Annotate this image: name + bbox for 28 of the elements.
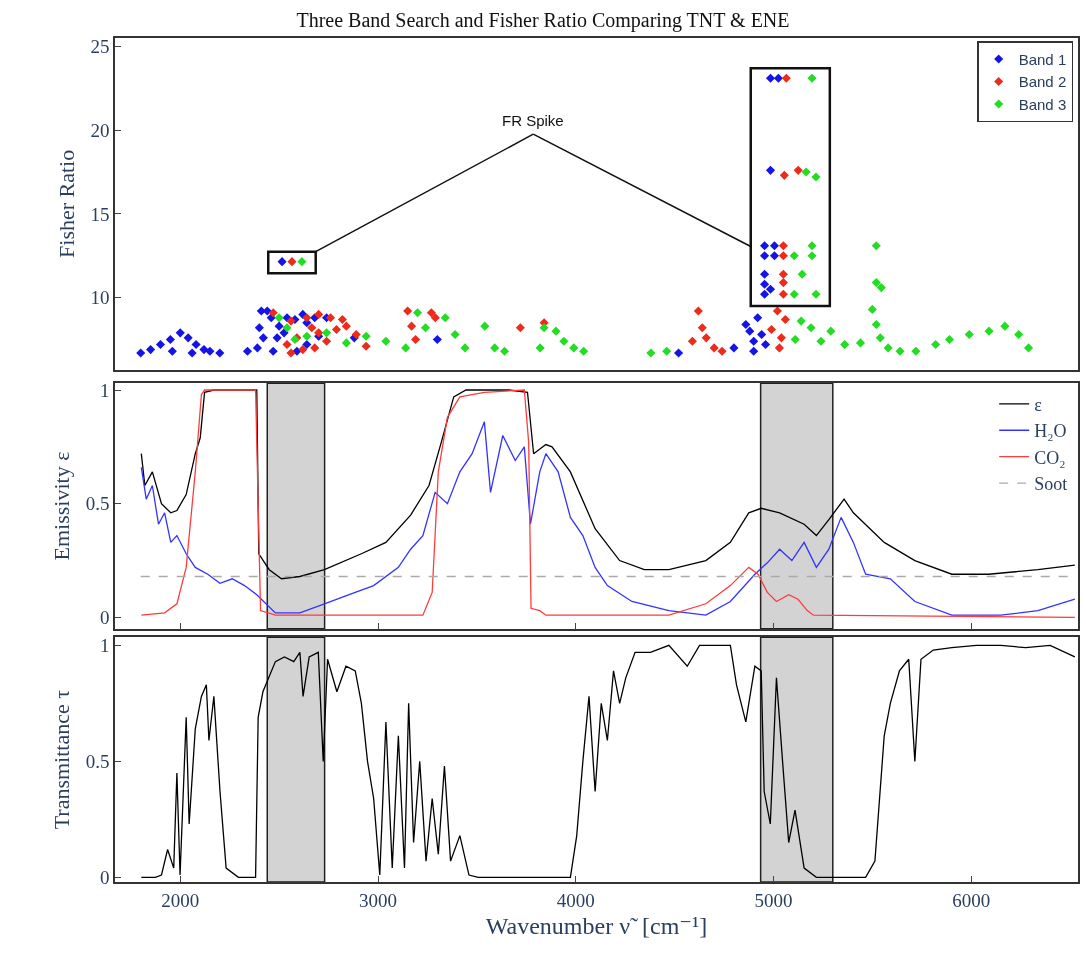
y-tick-label: 1 [99, 635, 110, 657]
x-tick-label: 5000 [754, 889, 793, 911]
x-axis-title: Wavenumber ν̃ [cm⁻¹] [485, 913, 708, 940]
x-tick-label: 4000 [556, 889, 595, 911]
y-axis-title: Transmittance τ [49, 689, 74, 830]
y-tick-label: 25 [90, 36, 110, 58]
y-tick-label: 20 [90, 119, 110, 141]
legend-label: H₂O [1034, 421, 1067, 442]
legend-label: Band 1 [1018, 50, 1067, 68]
y-tick-label: 0 [99, 867, 110, 889]
chart-title: Three Band Search and Fisher Ratio Comparing TNT & ENE [296, 9, 790, 32]
legend-label: Band 2 [1018, 73, 1067, 91]
y-axis-title: Fisher Ratio [53, 149, 79, 258]
y-tick-label: 0.5 [85, 751, 110, 773]
annotation: FR Spike [502, 112, 564, 129]
y-tick-label: 0 [99, 607, 110, 629]
y-tick-label: 1 [99, 379, 110, 401]
y-tick-label: 10 [90, 287, 110, 309]
legend-label: ε [1034, 394, 1043, 415]
legend-label: Soot [1034, 474, 1068, 495]
legend-label: CO₂ [1034, 447, 1066, 468]
legend-label: Band 3 [1018, 95, 1067, 113]
y-tick-label: 0.5 [85, 493, 110, 515]
x-tick-label: 2000 [161, 889, 200, 911]
y-axis-title: Emissivity ε [49, 451, 74, 561]
x-tick-label: 6000 [952, 889, 991, 911]
x-tick-label: 3000 [359, 889, 397, 911]
y-tick-label: 15 [90, 203, 110, 225]
